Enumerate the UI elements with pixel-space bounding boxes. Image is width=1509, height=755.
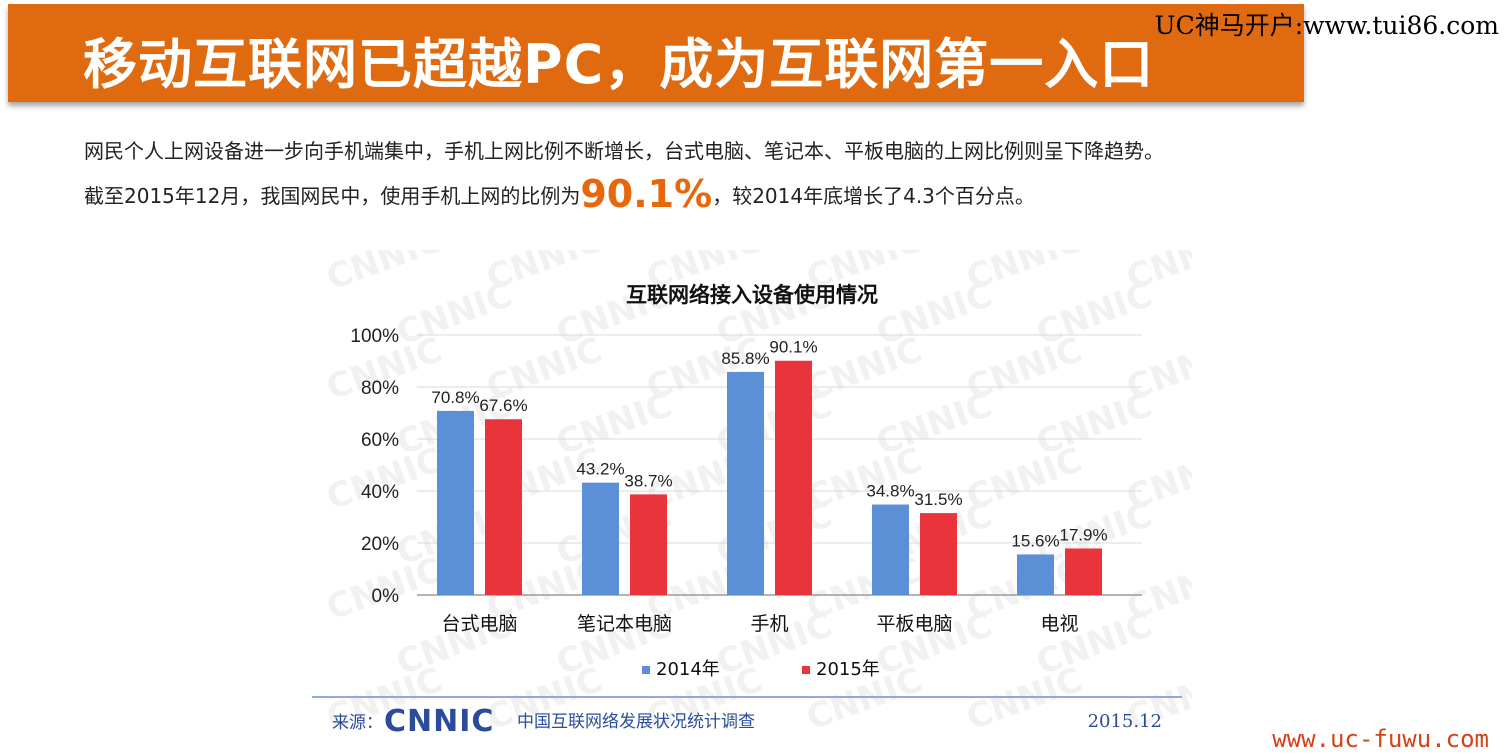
data-label: 43.2% bbox=[576, 460, 624, 479]
y-tick-label: 40% bbox=[361, 482, 399, 503]
highlight-percentage: 90.1% bbox=[580, 172, 713, 216]
bar-2014 bbox=[582, 482, 619, 595]
watermark-text: CNNIC bbox=[961, 660, 1087, 738]
x-tick-label: 手机 bbox=[750, 613, 788, 635]
bar-2015 bbox=[630, 494, 667, 595]
x-tick-label: 笔记本电脑 bbox=[577, 613, 672, 635]
watermark-text: CNNIC bbox=[321, 250, 447, 298]
bar-2014 bbox=[727, 371, 764, 595]
intro-line-2: 截至2015年12月，我国网民中，使用手机上网的比例为90.1%，较2014年底… bbox=[84, 172, 1035, 216]
data-label: 31.5% bbox=[914, 490, 962, 509]
bar-2014 bbox=[437, 410, 474, 595]
watermark-text: CNNIC bbox=[1191, 605, 1192, 683]
data-label: 15.6% bbox=[1011, 531, 1059, 550]
data-label: 85.8% bbox=[721, 349, 769, 368]
top-watermark: UC神马开户:www.tui86.com bbox=[1154, 11, 1499, 40]
data-label: 38.7% bbox=[624, 471, 672, 490]
source-label: 来源： bbox=[332, 713, 383, 733]
bottom-watermark: www.uc-fuwu.com bbox=[1272, 725, 1489, 753]
data-label: 34.8% bbox=[866, 482, 914, 501]
page-title: 移动互联网已超越PC，成为互联网第一入口 bbox=[83, 33, 1155, 96]
data-label: 67.6% bbox=[479, 396, 527, 415]
legend-swatch-2015 bbox=[802, 666, 810, 674]
bar-chart: CNNIC CNNIC CNNIC CNNIC CNNIC CNNIC CNNIC CNNIC… bbox=[312, 250, 1192, 739]
legend-label: 2015年 bbox=[816, 659, 880, 680]
cnnic-logo: CNNIC bbox=[384, 704, 494, 739]
data-label: 90.1% bbox=[769, 338, 817, 357]
y-tick-label: 0% bbox=[372, 586, 400, 607]
chart-container: CNNIC CNNIC CNNIC CNNIC CNNIC CNNIC CNNIC CNNIC… bbox=[312, 250, 1192, 740]
x-tick-label: 电视 bbox=[1040, 613, 1078, 635]
intro-line-2-end: ，较2014年底增长了4.3个百分点。 bbox=[712, 184, 1035, 208]
watermark-text: CNNIC bbox=[1191, 275, 1192, 353]
data-label: 17.9% bbox=[1059, 525, 1107, 544]
intro-line-2-start: 截至2015年12月，我国网民中，使用手机上网的比例为 bbox=[84, 184, 581, 208]
watermark-text: CNNIC bbox=[321, 440, 447, 518]
bar-2015 bbox=[920, 513, 957, 595]
y-tick-label: 100% bbox=[350, 326, 399, 347]
chart-title: 互联网络接入设备使用情况 bbox=[626, 283, 878, 307]
title-banner: 移动互联网已超越PC，成为互联网第一入口 bbox=[8, 4, 1304, 102]
bar-2014 bbox=[872, 504, 909, 595]
intro-line-1: 网民个人上网设备进一步向手机端集中，手机上网比例不断增长，台式电脑、笔记本、平板… bbox=[84, 139, 1164, 163]
source-org-name: 中国互联网络发展状况统计调查 bbox=[517, 712, 755, 732]
bar-2014 bbox=[1017, 554, 1054, 595]
legend-label: 2014年 bbox=[656, 659, 720, 680]
watermark-text: CNNIC bbox=[1191, 385, 1192, 463]
bar-2015 bbox=[485, 419, 522, 595]
source-date: 2015.12 bbox=[1088, 711, 1162, 732]
y-tick-label: 60% bbox=[361, 430, 399, 451]
bar-2015 bbox=[1065, 548, 1102, 595]
y-tick-label: 20% bbox=[361, 534, 399, 555]
legend-swatch-2014 bbox=[642, 666, 650, 674]
y-tick-label: 80% bbox=[361, 378, 399, 399]
x-tick-label: 平板电脑 bbox=[876, 613, 952, 635]
bar-2015 bbox=[775, 360, 812, 595]
watermark-text: CNNIC bbox=[1191, 495, 1192, 573]
x-tick-label: 台式电脑 bbox=[441, 613, 517, 635]
data-label: 70.8% bbox=[431, 388, 479, 407]
